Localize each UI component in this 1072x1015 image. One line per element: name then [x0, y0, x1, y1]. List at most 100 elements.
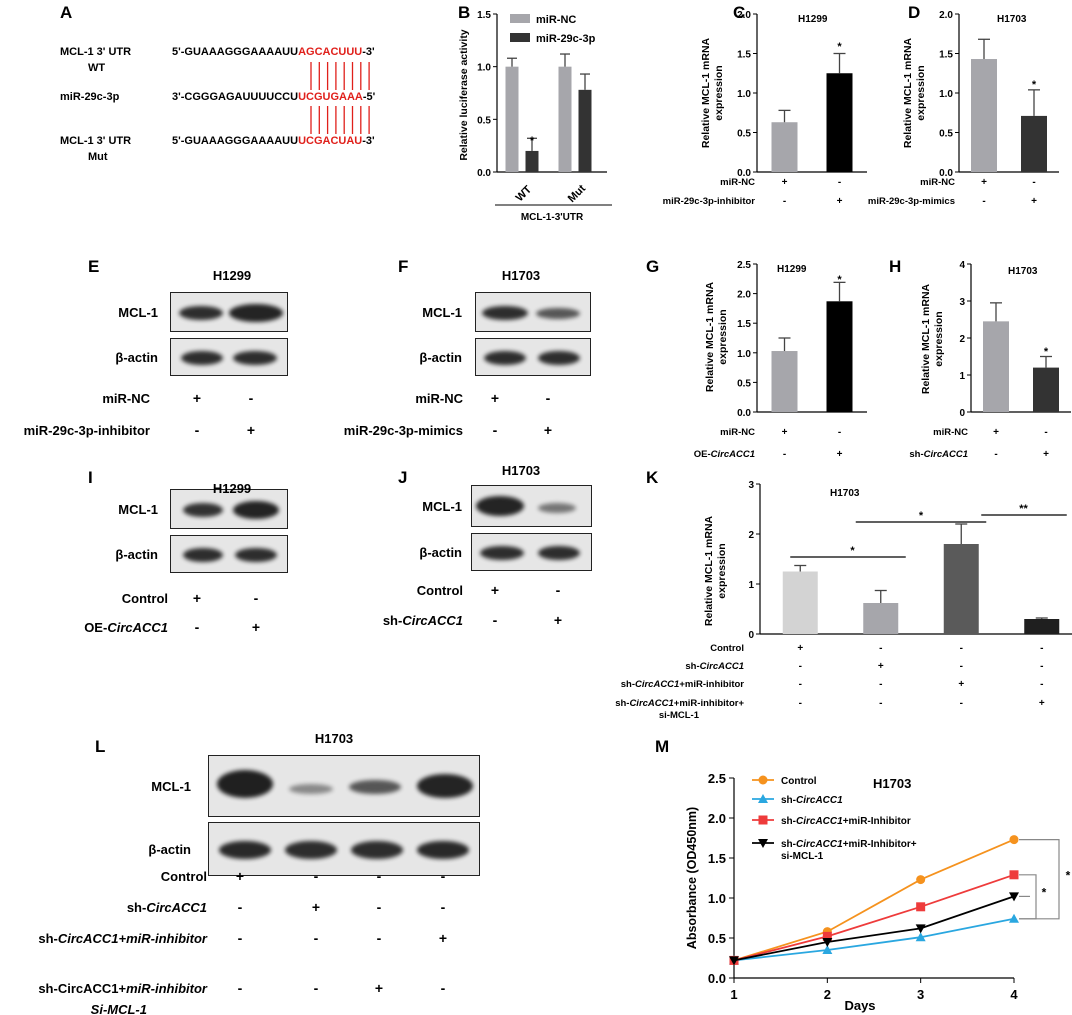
condition-mark: -: [879, 679, 882, 690]
y-tick-label: 1: [959, 371, 965, 382]
panel-letter-f: F: [398, 257, 408, 276]
y-tick-label: 4: [959, 260, 965, 271]
significance-star: *: [1032, 79, 1037, 91]
sequence-text: 3'-CGGGAGAUUUUCCUUCGUGAAA-5': [172, 91, 376, 103]
condition-row-label: miR-NC: [102, 391, 150, 406]
blot-band: [538, 546, 580, 560]
y-axis-label-line: Relative MCL-1 mRNA: [902, 37, 914, 148]
bar: [578, 89, 592, 172]
y-axis-label-line: expression: [716, 543, 728, 598]
condition-label-text: Control: [710, 643, 744, 654]
condition-mark: +: [439, 930, 447, 946]
sequence-black-part: 3'-CGGGAGAUUUUCCU: [172, 91, 298, 103]
bar: [558, 66, 572, 172]
condition-row-label: Control: [122, 591, 168, 606]
chart-title: H1703: [873, 776, 911, 791]
condition-mark: -: [254, 590, 259, 606]
condition-mark: -: [556, 582, 561, 598]
sequence-row-sublabel: WT: [88, 62, 105, 74]
condition-mark: -: [1044, 427, 1047, 438]
mcl1-blot-image: [170, 292, 288, 332]
mcl1-blot-image: [208, 755, 480, 817]
data-point: [822, 945, 833, 954]
condition-mark: +: [958, 679, 964, 690]
y-tick-label: 1: [748, 580, 754, 591]
condition-mark: -: [982, 196, 985, 207]
data-point: [915, 932, 926, 942]
y-tick-label: 0.5: [939, 129, 953, 140]
series-line: [733, 895, 1015, 962]
condition-row-label: sh-CircACC1+miR-inhibitor+: [615, 698, 744, 709]
significance-star: *: [850, 545, 855, 557]
legend-label: sh-CircACC1: [781, 795, 843, 806]
condition-mark: -: [994, 449, 997, 460]
blot-band: [482, 306, 528, 320]
condition-mark: -: [1040, 661, 1043, 672]
blot-band: [183, 503, 223, 517]
y-tick-label: 0: [959, 408, 965, 419]
panel-letter-b: B: [458, 3, 470, 22]
condition-label-italic: CircACC1: [629, 698, 673, 709]
chart-title: H1703: [830, 488, 860, 499]
y-tick-label: 0.0: [939, 168, 953, 179]
y-axis-label: Relative MCL-1 mRNAexpression: [902, 37, 927, 148]
actin-protein-label: β-actin: [115, 547, 158, 562]
data-point: [1009, 913, 1019, 923]
panel-letter-d: D: [908, 3, 920, 22]
condition-label-text: miR-NC: [720, 177, 755, 188]
condition-label-text: miR-NC: [102, 391, 150, 406]
significance-star: **: [1019, 503, 1028, 515]
y-tick-label: 0.0: [477, 168, 491, 179]
condition-mark: -: [238, 899, 243, 915]
y-axis-label-line: Relative MCL-1 mRNA: [703, 515, 715, 626]
cell-line-title: H1299: [213, 481, 251, 496]
y-tick-label: 1.5: [737, 319, 751, 330]
legend-label-prefix: sh-: [781, 839, 796, 850]
condition-mark: +: [1031, 196, 1037, 207]
condition-mark: -: [314, 868, 319, 884]
condition-mark: -: [838, 177, 841, 188]
condition-mark: -: [783, 196, 786, 207]
bar: [971, 59, 997, 172]
y-tick-label: 0.5: [477, 115, 491, 126]
legend-marker: [758, 839, 768, 848]
y-tick-label: 2.0: [708, 811, 726, 826]
blot-band: [417, 841, 469, 859]
blot-band: [476, 496, 524, 516]
condition-mark: +: [981, 177, 987, 188]
legend-label-text: Control: [781, 776, 817, 787]
bar: [863, 603, 899, 634]
actin-blot-image: [471, 533, 592, 571]
data-point: [729, 956, 739, 966]
condition-label-italic: CircACC1: [146, 900, 207, 915]
condition-row-label: miR-29c-3p-inhibitor: [24, 423, 150, 438]
y-tick-label: 0.0: [708, 971, 726, 986]
significance-star: *: [1042, 885, 1047, 899]
significance-star: *: [1044, 346, 1049, 358]
condition-mark: -: [377, 930, 382, 946]
condition-mark: +: [797, 643, 803, 654]
sequence-black-part: 5'-GUAAAGGGAAAAUU: [172, 135, 298, 147]
legend-label-prefix: sh-: [781, 795, 796, 806]
bar: [782, 571, 818, 634]
condition-mark: +: [837, 449, 843, 460]
x-tick-label: WT: [514, 183, 535, 204]
bar: [1033, 367, 1059, 412]
condition-label-prefix: sh-: [909, 449, 923, 460]
panel-letter-e: E: [88, 257, 99, 276]
condition-label-prefix: OE-: [694, 449, 711, 460]
condition-mark: -: [314, 980, 319, 996]
panel-letter-k: K: [646, 468, 659, 487]
legend-swatch: [510, 33, 530, 42]
bar: [1024, 619, 1060, 634]
sequence-end-part: -3': [362, 46, 375, 58]
condition-mark: -: [238, 980, 243, 996]
data-point: [822, 931, 832, 941]
condition-mark: -: [249, 390, 254, 406]
condition-label-italic: CircACC1: [924, 449, 968, 460]
legend-label-prefix: sh-: [781, 816, 796, 827]
actin-protein-label: β-actin: [419, 350, 462, 365]
y-axis-label-line: expression: [713, 65, 725, 120]
y-tick-label: 1.0: [737, 89, 751, 100]
condition-mark: +: [252, 619, 260, 635]
